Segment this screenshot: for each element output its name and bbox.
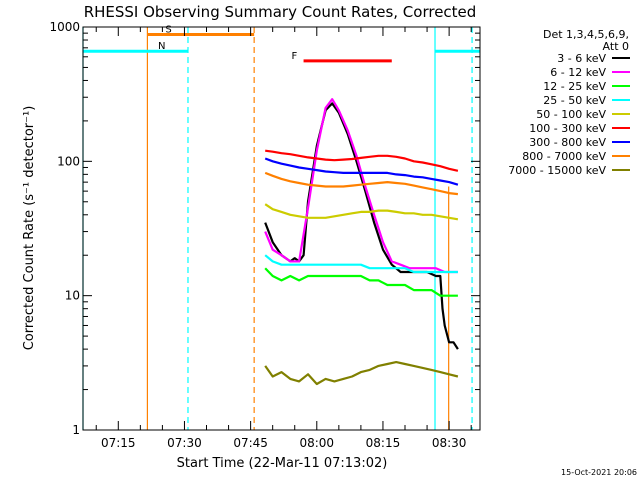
chart-title: RHESSI Observing Summary Count Rates, Co… <box>84 3 477 21</box>
legend-header-line: Att 0 <box>603 40 629 53</box>
x-tick-label: 07:15 <box>101 436 136 450</box>
series-line-8 <box>264 171 459 196</box>
series-line-6 <box>265 149 459 172</box>
series-line-2 <box>264 98 458 274</box>
plot-frame <box>82 26 481 431</box>
legend-entry-label: 25 - 50 keV <box>543 94 606 107</box>
legend-header-line: Det 1,3,4,5,6,9, <box>543 28 629 41</box>
y-tick-label: 1000 <box>49 20 80 34</box>
y-axis-label: Corrected Count Rate (s⁻¹ detector⁻¹) <box>22 106 37 351</box>
annotation-label-F: F <box>292 51 298 62</box>
series-line-5 <box>264 203 459 221</box>
legend-entry-label: 300 - 800 keV <box>529 136 606 149</box>
x-axis: 07:15 07:30 07:45 08:00 08:15 08:30 <box>95 27 472 450</box>
legend-entry-label: 800 - 7000 keV <box>522 150 606 163</box>
legend-entry-label: 12 - 25 keV <box>543 80 606 93</box>
annotation-label-S: S <box>165 24 171 35</box>
series-line-7 <box>264 157 459 186</box>
annotation-layer: SN F <box>82 24 480 430</box>
x-axis-label: Start Time (22-Mar-11 07:13:02) <box>177 456 388 471</box>
x-tick-label: 08:00 <box>299 436 334 450</box>
y-tick-label: 1 <box>72 423 80 437</box>
legend-entry-label: 50 - 100 keV <box>536 108 606 121</box>
y-axis: 1 10 100 1000 <box>49 20 480 437</box>
legend-entry-label: 6 - 12 keV <box>550 66 606 79</box>
x-tick-label: 08:15 <box>366 436 401 450</box>
series-line-1 <box>264 102 459 350</box>
generated-date: 15-Oct-2021 20:06 <box>561 468 637 477</box>
x-tick-label: 07:30 <box>167 436 202 450</box>
legend-entry-label: 100 - 300 keV <box>529 122 606 135</box>
legend-entry-label: 3 - 6 keV <box>557 52 606 65</box>
y-tick-label: 10 <box>65 289 80 303</box>
series-line-4 <box>264 254 458 274</box>
y-tick-label: 100 <box>57 154 80 168</box>
legend-entry-label: 7000 - 15000 keV <box>508 164 606 177</box>
x-tick-label: 07:45 <box>233 436 268 450</box>
series-line-3 <box>264 267 458 297</box>
series-layer <box>264 98 459 386</box>
series-line-9 <box>264 361 459 386</box>
x-tick-label: 08:30 <box>432 436 467 450</box>
annotation-label-N: N <box>158 41 165 52</box>
